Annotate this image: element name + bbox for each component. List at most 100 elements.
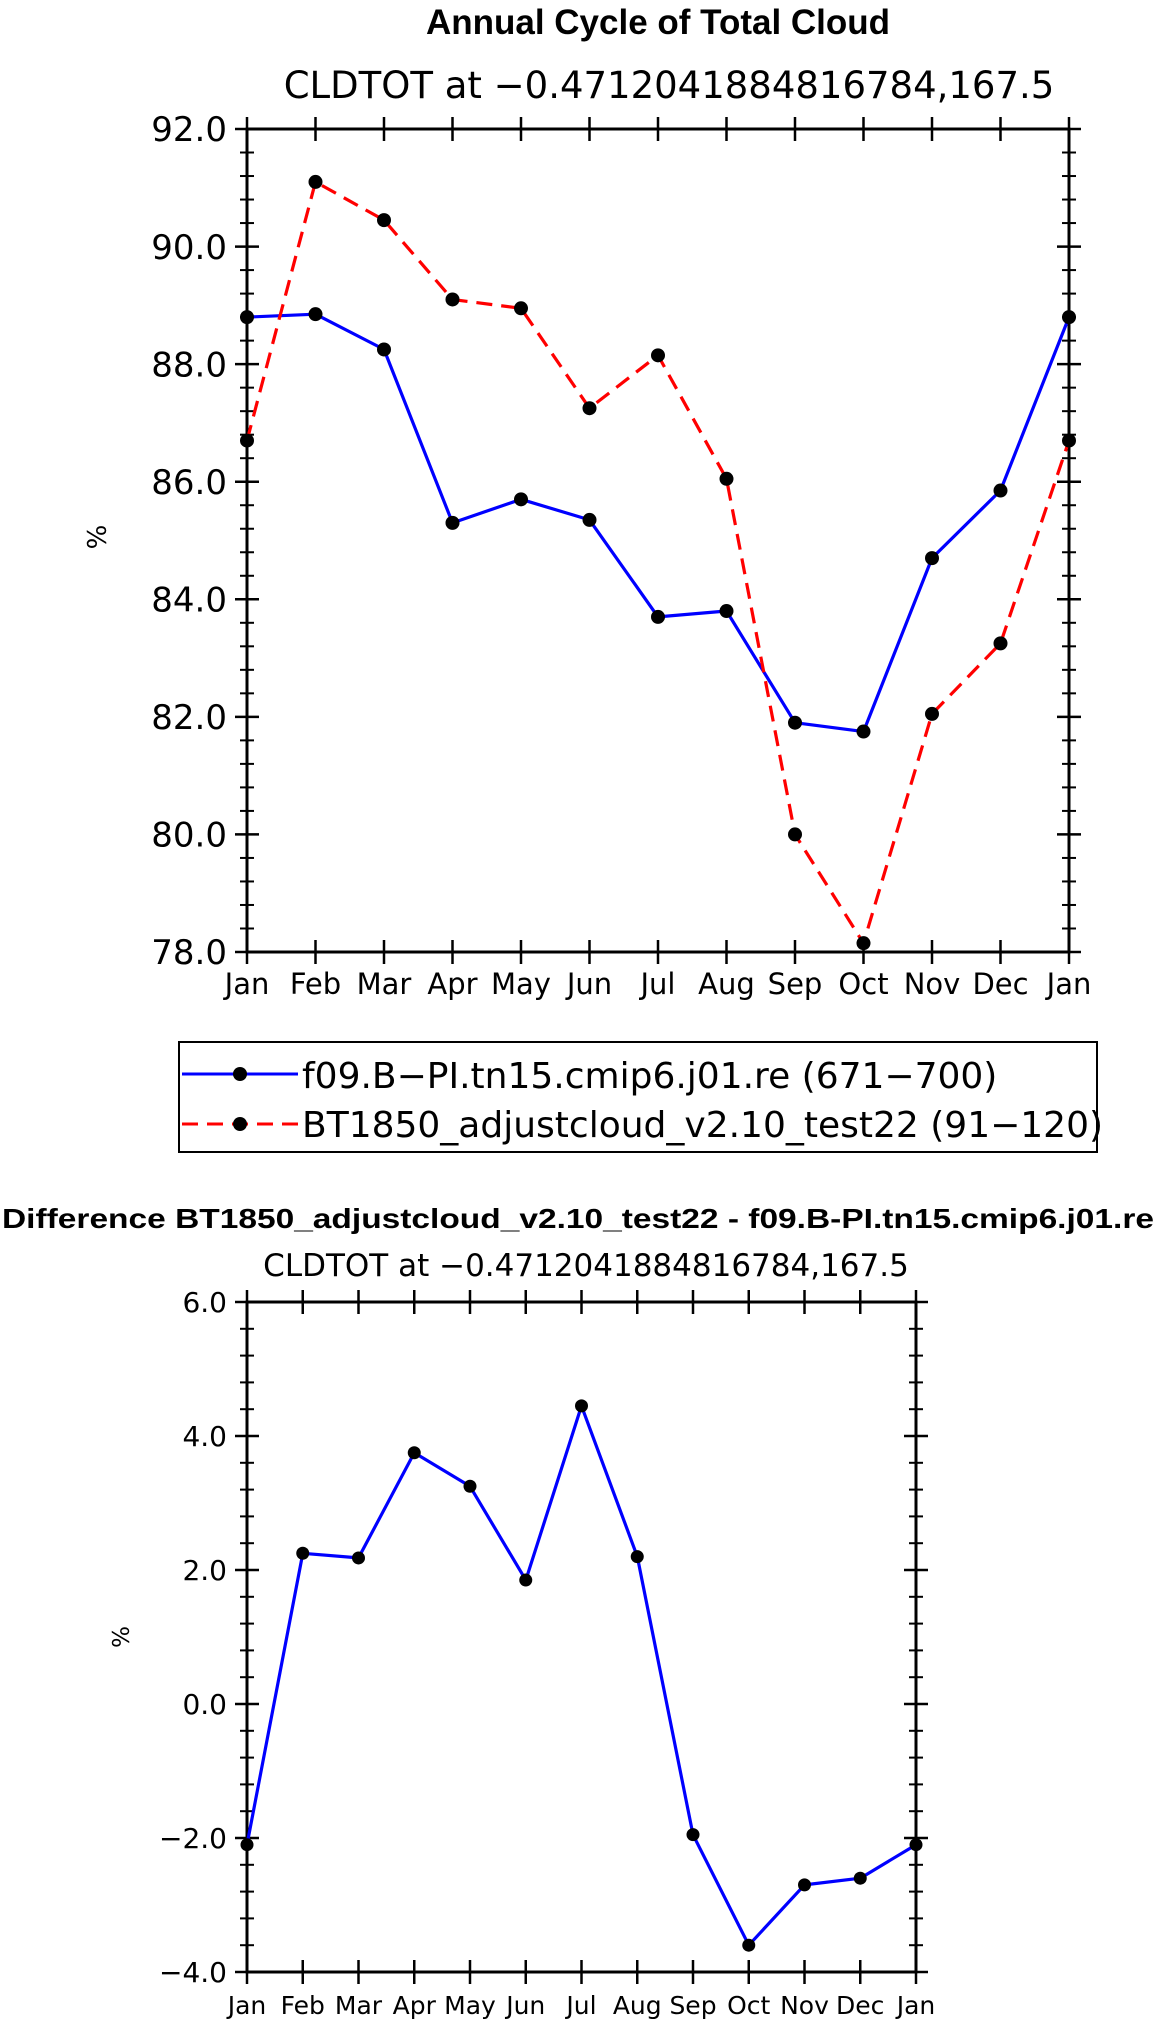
series-1-point — [575, 1399, 588, 1413]
x-tick-label: Oct — [727, 1991, 770, 2020]
x-tick-label: Aug — [698, 967, 755, 1001]
y-tick-label: 80.0 — [151, 816, 227, 856]
series-2-point — [993, 636, 1008, 651]
legend: f09.B−PI.tn15.cmip6.j01.re (671−700) BT1… — [178, 1041, 1103, 1153]
chart1-subtitle: CLDTOT at −0.4712041884816784,167.5 — [284, 64, 1055, 107]
series-1-point — [798, 1878, 811, 1892]
y-tick-label: 82.0 — [151, 698, 227, 738]
series-1-point — [1062, 310, 1076, 325]
chart1-axes — [235, 117, 1081, 964]
x-tick-label: Mar — [335, 1991, 383, 2020]
series-1-point — [377, 342, 391, 357]
series-2-point — [377, 213, 391, 228]
series-2-point — [240, 433, 254, 448]
x-tick-label: Jul — [564, 1991, 596, 2020]
x-tick-label: Nov — [780, 1991, 829, 2020]
chart2-x-tick-labels: Jan Feb Mar Apr May Jun Jul Aug Sep Oct Nov Dec Jan — [226, 1991, 936, 2020]
series-1-point — [296, 1546, 310, 1560]
series-1-point — [240, 310, 254, 325]
series-1-point — [308, 307, 323, 322]
x-tick-label: Sep — [669, 1991, 716, 2020]
y-tick-label: 86.0 — [151, 463, 227, 503]
series-1-point — [514, 492, 528, 507]
x-tick-label: Aug — [613, 1991, 662, 2020]
y-tick-label: −2.0 — [159, 1822, 227, 1855]
y-tick-label: 78.0 — [151, 933, 227, 973]
chart1-x-tick-labels: Jan Feb Mar Apr May Jun Jul Aug Sep Oct Nov Dec Jan — [223, 967, 1092, 1001]
x-tick-label: May — [491, 967, 551, 1001]
legend-box — [178, 1041, 1098, 1153]
series-1-point — [686, 1828, 700, 1842]
y-tick-label: −4.0 — [159, 1956, 227, 1989]
x-tick-label: Mar — [357, 967, 412, 1001]
chart2-ylabel: % — [109, 1626, 135, 1648]
series-2-point — [308, 174, 323, 189]
y-tick-label: 88.0 — [151, 345, 227, 385]
y-tick-label: 2.0 — [182, 1554, 227, 1587]
series-1-point — [630, 1550, 644, 1564]
chart1-title: Annual Cycle of Total Cloud — [426, 3, 890, 42]
series-1-point — [407, 1446, 421, 1460]
x-tick-label: Jun — [565, 967, 612, 1001]
series-1-point — [519, 1573, 533, 1587]
chart2-axes — [235, 1290, 928, 1984]
y-tick-label: 90.0 — [151, 228, 227, 268]
chart2-y-tick-labels: −4.0 −2.0 0.0 2.0 4.0 6.0 — [159, 1286, 227, 1989]
series-1-point — [742, 1938, 756, 1952]
series-1-point — [445, 515, 460, 530]
series-1-point — [856, 724, 871, 739]
x-tick-label: Oct — [838, 967, 888, 1001]
series-1-point — [853, 1871, 867, 1885]
series-1-point — [788, 715, 802, 730]
series-1-point — [240, 1838, 254, 1852]
series-2-point — [651, 348, 665, 363]
series-2-point — [925, 706, 939, 721]
legend-label-series-1: f09.B−PI.tn15.cmip6.j01.re (671−700) — [302, 1056, 997, 1097]
series-1-point — [352, 1551, 365, 1565]
series-2-point — [719, 471, 734, 486]
series-1-point — [909, 1838, 923, 1852]
legend-marker-series-1 — [233, 1067, 247, 1081]
x-tick-label: Sep — [768, 967, 823, 1001]
chart2-title: Difference BT1850_adjustcloud_v2.10_test… — [2, 1203, 1154, 1234]
x-tick-label: Feb — [290, 967, 341, 1001]
chart1-y-tick-labels: 78.0 80.0 82.0 84.0 86.0 88.0 90.0 92.0 — [151, 110, 227, 973]
series-line-1 — [245, 1404, 917, 1947]
x-tick-label: Apr — [427, 967, 477, 1001]
x-tick-label: Jan — [1045, 967, 1092, 1001]
y-tick-label: 0.0 — [182, 1688, 227, 1721]
c1-plot-frame — [245, 127, 1071, 954]
series-line-2 — [245, 180, 1071, 945]
x-tick-label: May — [444, 1991, 496, 2020]
series-1-point — [463, 1479, 477, 1493]
series-1-point — [925, 551, 939, 566]
series-1-point — [582, 512, 597, 527]
x-tick-label: Feb — [281, 1991, 325, 2020]
series-1-point — [651, 609, 665, 624]
chart1-ylabel: % — [83, 525, 113, 550]
x-tick-label: Jan — [895, 1991, 936, 2020]
x-tick-label: Apr — [393, 1991, 437, 2020]
series-2-point — [1062, 433, 1076, 448]
series-2-point — [445, 292, 460, 307]
legend-marker-series-2 — [233, 1117, 247, 1131]
x-tick-label: Jan — [226, 1991, 267, 2020]
x-tick-label: Dec — [836, 1991, 884, 2020]
x-tick-label: Dec — [972, 967, 1028, 1001]
y-tick-label: 6.0 — [182, 1286, 227, 1319]
x-tick-label: Jul — [639, 967, 676, 1001]
series-line-1 — [246, 312, 1071, 734]
chart1-series — [240, 174, 1076, 951]
x-tick-label: Jan — [223, 967, 270, 1001]
x-tick-label: Jun — [504, 1991, 545, 2020]
y-tick-label: 92.0 — [151, 110, 227, 150]
x-tick-label: Nov — [904, 967, 961, 1001]
series-1-point — [993, 483, 1008, 498]
series-2-point — [514, 301, 528, 316]
chart2-subtitle: CLDTOT at −0.4712041884816784,167.5 — [263, 1248, 909, 1284]
y-tick-label: 84.0 — [151, 581, 227, 621]
legend-label-series-2: BT1850_adjustcloud_v2.10_test22 (91−120) — [302, 1105, 1103, 1146]
series-1-point — [719, 604, 734, 619]
series-2-point — [582, 401, 597, 416]
